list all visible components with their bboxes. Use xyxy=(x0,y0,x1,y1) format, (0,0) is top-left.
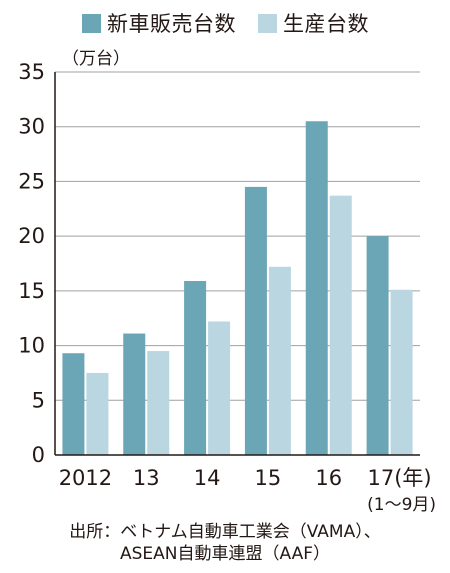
bar-production-2 xyxy=(208,321,231,455)
bar-production-4 xyxy=(329,195,352,455)
legend: 新車販売台数 生産台数 xyxy=(82,8,391,38)
x-category-note: (1～9月) xyxy=(367,495,436,515)
legend-swatch-production xyxy=(258,13,277,33)
bar-sales-3 xyxy=(244,186,267,455)
bar-sales-5 xyxy=(366,236,389,455)
bar-sales-1 xyxy=(123,333,146,455)
legend-swatch-sales xyxy=(82,13,101,33)
legend-item-sales: 新車販売台数 xyxy=(82,8,236,38)
bar-sales-2 xyxy=(184,281,207,455)
x-tick-label-2: 14 xyxy=(194,466,221,490)
legend-label-sales: 新車販売台数 xyxy=(107,12,236,36)
x-tick-label-1: 13 xyxy=(133,466,160,490)
bar-sales-4 xyxy=(305,121,328,455)
source-line-1: 出所：ベトナム自動車工業会（VAMA）、 xyxy=(69,522,381,542)
bar-chart: 0 5 10 15 20 25 30 35 2012 13 14 15 16 17(年) (1～9月) xyxy=(18,60,436,515)
x-tick-label-3: 15 xyxy=(255,466,282,490)
y-unit-label: （万台） xyxy=(62,49,130,69)
legend-label-production: 生産台数 xyxy=(283,12,369,36)
y-tick-label-25: 25 xyxy=(18,169,45,193)
y-tick-label-10: 10 xyxy=(18,334,45,358)
bar-production-5 xyxy=(390,289,413,455)
y-tick-label-20: 20 xyxy=(18,224,45,248)
x-tick-label-4: 16 xyxy=(315,466,342,490)
source-line-2: ASEAN自動車連盟（AAF） xyxy=(119,544,331,564)
legend-item-production: 生産台数 xyxy=(258,8,369,38)
y-tick-label-30: 30 xyxy=(18,115,45,139)
bar-sales-0 xyxy=(62,353,85,455)
bar-production-1 xyxy=(147,351,170,455)
x-tick-label-5: 17(年) xyxy=(368,466,432,490)
y-tick-label-5: 5 xyxy=(32,388,45,412)
bar-production-0 xyxy=(86,372,109,455)
y-tick-label-15: 15 xyxy=(18,279,45,303)
y-tick-label-0: 0 xyxy=(32,443,45,467)
x-tick-label-0: 2012 xyxy=(59,466,112,490)
bar-production-3 xyxy=(268,266,291,455)
y-tick-label-35: 35 xyxy=(18,60,45,84)
